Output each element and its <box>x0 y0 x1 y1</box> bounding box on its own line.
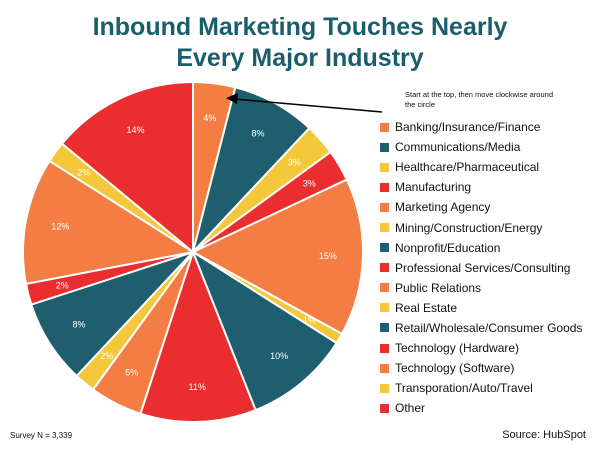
slice-label: 14% <box>126 125 144 135</box>
legend-swatch <box>380 363 389 373</box>
legend-swatch <box>380 182 389 192</box>
chart-title-line-2: Every Major Industry <box>176 44 424 72</box>
legend-swatch <box>380 142 389 152</box>
legend-label: Transporation/Auto/Travel <box>395 381 533 396</box>
slice-label: 10% <box>270 351 288 361</box>
slice-label: 8% <box>251 129 264 139</box>
legend-label: Marketing Agency <box>395 200 491 215</box>
legend-item: Healthcare/Pharmaceutical <box>380 157 582 177</box>
annotation-arrow <box>226 93 383 113</box>
slice-label: 2% <box>56 281 69 291</box>
legend-label: Manufacturing <box>395 180 472 195</box>
legend-item: Mining/Construction/Energy <box>380 217 582 237</box>
legend-swatch <box>380 383 389 393</box>
legend-item: Technology (Software) <box>380 358 582 378</box>
legend-label: Retail/Wholesale/Consumer Goods <box>395 320 583 335</box>
slice-label: 5% <box>125 367 138 377</box>
legend-label: Nonprofit/Education <box>395 240 501 255</box>
annotation-text: Start at the top, then move clockwise ar… <box>405 90 553 109</box>
legend-item: Other <box>380 398 582 418</box>
pie-labels: 4% 8% 3%3% 15% 1% 10% 11% 5% 2% 8% 2% 12% 2% 14% <box>51 113 337 392</box>
slice-label: 8% <box>72 319 85 329</box>
legend-swatch <box>380 243 389 253</box>
legend-item: Manufacturing <box>380 177 582 197</box>
pie-slices <box>21 80 364 423</box>
legend-item: Banking/Insurance/Finance <box>380 117 582 137</box>
legend-label: Real Estate <box>395 300 458 315</box>
legend-swatch <box>380 303 389 313</box>
pie-slice <box>190 249 338 412</box>
legend-swatch <box>380 162 389 172</box>
slice-label: 4% <box>203 113 216 123</box>
slice-label: 11% <box>189 382 206 392</box>
legend-swatch <box>380 122 389 132</box>
legend-item: Public Relations <box>380 278 582 298</box>
legend-swatch <box>380 283 389 293</box>
legend-label: Mining/Construction/Energy <box>395 220 543 235</box>
legend-label: Healthcare/Pharmaceutical <box>395 160 540 175</box>
pie-slice <box>21 159 196 286</box>
legend-item: Nonprofit/Education <box>380 238 582 258</box>
legend: Banking/Insurance/Finance Communications/… <box>380 117 582 418</box>
legend-swatch <box>380 343 389 353</box>
legend-label: Other <box>395 401 426 416</box>
legend-label: Technology (Hardware) <box>395 341 520 356</box>
slice-label: 12% <box>51 222 69 232</box>
legend-item: Marketing Agency <box>380 197 582 217</box>
survey-note: Survey N = 3,339 <box>10 431 73 440</box>
slice-label: 2% <box>100 351 113 361</box>
legend-label: Public Relations <box>395 280 482 295</box>
slice-label: 3% <box>288 158 301 168</box>
chart-title: Inbound Marketing Touches Nearly Every M… <box>0 12 600 74</box>
legend-swatch <box>380 323 389 333</box>
legend-item: Technology (Hardware) <box>380 338 582 358</box>
slice-label: 3% <box>303 178 316 188</box>
legend-swatch <box>380 403 389 413</box>
slice-label: 1% <box>303 316 316 326</box>
legend-label: Technology (Software) <box>395 361 515 376</box>
legend-label: Communications/Media <box>395 140 521 155</box>
legend-item: Real Estate <box>380 298 582 318</box>
source-note: Source: HubSpot <box>502 429 586 441</box>
slice-label: 15% <box>319 251 337 261</box>
pie-slice <box>190 178 364 336</box>
legend-swatch <box>380 223 389 233</box>
pie-slice <box>60 80 194 255</box>
legend-item: Transporation/Auto/Travel <box>380 378 582 398</box>
legend-item: Professional Services/Consulting <box>380 258 582 278</box>
slice-label: 2% <box>77 168 90 178</box>
chart-title-line-1: Inbound Marketing Touches Nearly <box>92 13 508 41</box>
pie-slice <box>139 249 257 423</box>
legend-label: Banking/Insurance/Finance <box>395 120 541 135</box>
legend-item: Communications/Media <box>380 137 582 157</box>
legend-swatch <box>380 263 389 273</box>
legend-label: Professional Services/Consulting <box>395 260 571 275</box>
legend-item: Retail/Wholesale/Consumer Goods <box>380 318 582 338</box>
legend-swatch <box>380 202 389 212</box>
